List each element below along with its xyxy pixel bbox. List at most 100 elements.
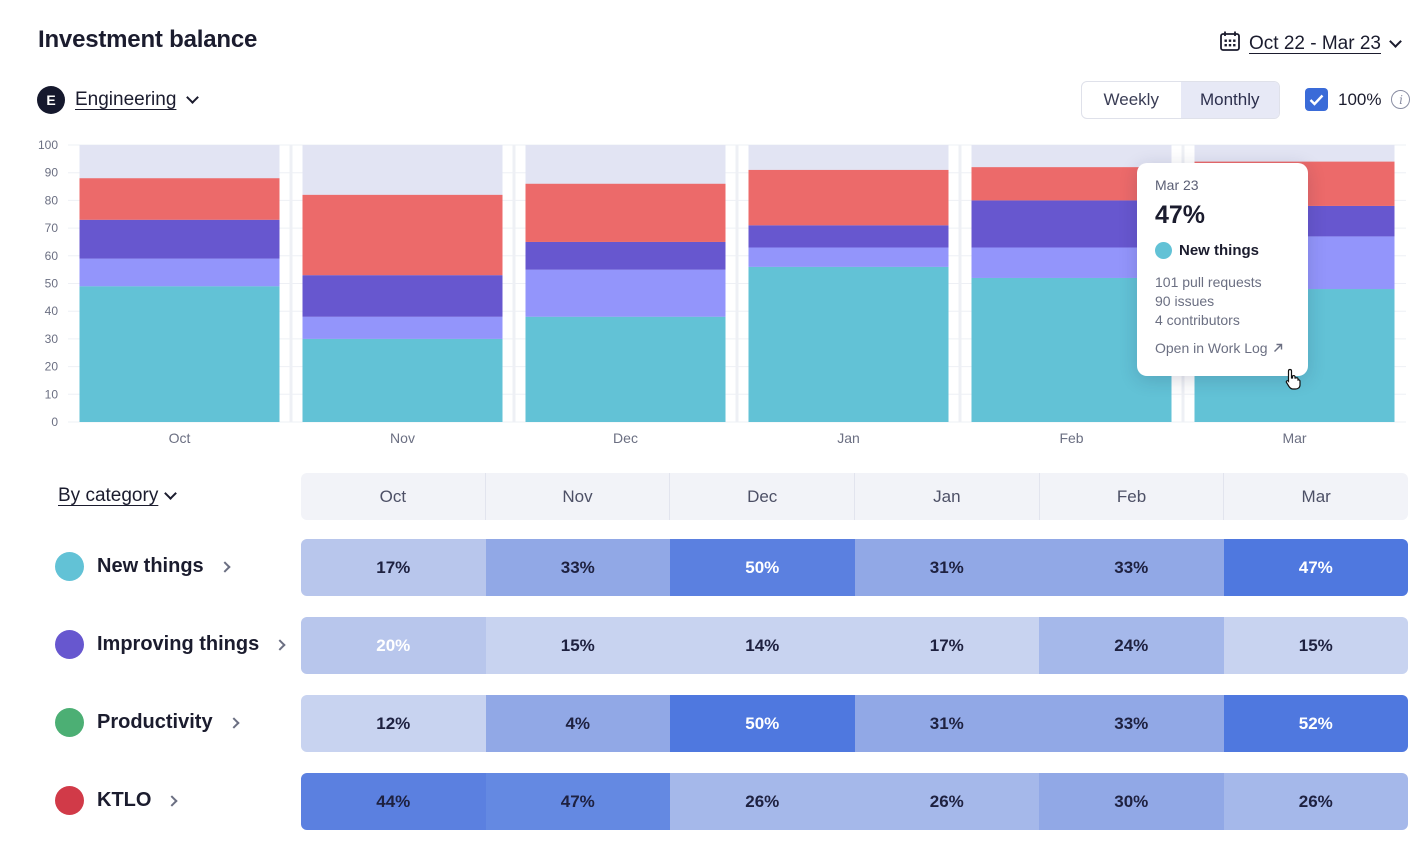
table-cell[interactable]: 15% <box>1223 617 1408 674</box>
month-header-cell: Mar <box>1223 473 1408 520</box>
table-cell[interactable]: 31% <box>854 695 1039 752</box>
table-cell[interactable]: 4% <box>485 695 670 752</box>
bar-segment-new-things <box>302 338 503 422</box>
x-tick-label: Mar <box>1282 430 1306 446</box>
chevron-right-icon <box>219 560 231 573</box>
chart-tooltip: Mar 23 47% New things 101 pull requests … <box>1137 163 1308 376</box>
month-header-cell: Dec <box>669 473 854 520</box>
table-cell[interactable]: 50% <box>670 539 855 596</box>
x-tick-label: Oct <box>169 430 191 446</box>
y-tick-label: 20 <box>45 360 59 374</box>
category-name: New things <box>97 555 204 577</box>
table-month-header: Oct Nov Dec Jan Feb Mar <box>301 473 1408 520</box>
granularity-toggle: Weekly Monthly <box>1081 81 1280 119</box>
table-cell[interactable]: 33% <box>485 539 670 596</box>
y-tick-label: 30 <box>45 332 59 346</box>
team-name: Engineering <box>75 89 177 110</box>
tooltip-stats: 101 pull requests 90 issues 4 contributo… <box>1155 273 1290 330</box>
x-tick-label: Feb <box>1059 430 1083 446</box>
table-cell[interactable]: 33% <box>1039 695 1224 752</box>
pointer-cursor-icon <box>1285 368 1301 395</box>
group-by-selector[interactable]: By category <box>58 485 178 507</box>
tooltip-series-label: New things <box>1179 242 1260 259</box>
tooltip-series: New things <box>1155 242 1290 259</box>
chevron-right-icon <box>166 794 179 807</box>
table-cell[interactable]: 50% <box>670 695 855 752</box>
open-work-log-link[interactable]: Open in Work Log <box>1155 340 1290 356</box>
percent-label: 100% <box>1338 89 1382 109</box>
y-tick-label: 70 <box>45 221 59 235</box>
table-cell[interactable]: 52% <box>1223 695 1408 752</box>
chevron-down-icon <box>186 90 200 104</box>
table-cell[interactable]: 12% <box>301 695 486 752</box>
y-tick-label: 40 <box>45 304 59 318</box>
table-cell[interactable]: 26% <box>854 773 1039 830</box>
category-dot <box>55 786 84 815</box>
category-dot <box>55 708 84 737</box>
y-tick-label: 0 <box>51 415 58 429</box>
bar-segment-improving-dark <box>748 225 949 248</box>
team-avatar: E <box>37 86 65 114</box>
y-tick-label: 10 <box>45 387 59 401</box>
table-cell[interactable]: 20% <box>301 617 486 674</box>
group-by-label: By category <box>58 485 159 506</box>
bar-segment-new-things <box>525 316 726 422</box>
table-cell[interactable]: 14% <box>670 617 855 674</box>
table-row: 12% 4% 50% 31% 33% 52% <box>301 695 1408 752</box>
x-tick-label: Dec <box>613 430 638 446</box>
table-cell[interactable]: 15% <box>485 617 670 674</box>
category-name: Improving things <box>97 633 260 655</box>
bar-segment-ktlo <box>79 178 280 220</box>
chevron-down-icon <box>164 486 178 500</box>
category-label[interactable]: Productivity <box>55 708 240 737</box>
category-dot <box>55 630 84 659</box>
info-icon[interactable]: i <box>1391 90 1411 109</box>
table-row: 20% 15% 14% 17% 24% 15% <box>301 617 1408 674</box>
table-cell[interactable]: 24% <box>1039 617 1224 674</box>
month-header-cell: Feb <box>1038 473 1224 520</box>
category-label[interactable]: KTLO <box>55 786 179 815</box>
percent-checkbox[interactable] <box>1305 88 1328 111</box>
table-cell[interactable]: 47% <box>1223 539 1408 596</box>
bar-segment-improving-dark <box>79 219 280 259</box>
y-tick-label: 100 <box>38 138 58 152</box>
tooltip-value: 47% <box>1155 201 1206 229</box>
table-cell[interactable]: 30% <box>1039 773 1224 830</box>
category-label[interactable]: Improving things <box>55 630 286 659</box>
table-cell[interactable]: 17% <box>301 539 486 596</box>
calendar-icon <box>1219 30 1241 58</box>
open-work-log-label: Open in Work Log <box>1155 340 1268 356</box>
y-tick-label: 90 <box>45 166 59 180</box>
y-tick-label: 60 <box>45 249 59 263</box>
table-cell[interactable]: 26% <box>1223 773 1408 830</box>
bar-segment-new-things <box>79 286 280 422</box>
chevron-down-icon <box>1389 34 1402 48</box>
external-link-icon <box>1273 340 1283 356</box>
monthly-option[interactable]: Monthly <box>1180 82 1279 118</box>
table-cell[interactable]: 44% <box>301 773 486 830</box>
table-cell[interactable]: 26% <box>670 773 855 830</box>
tooltip-stat-issues: 90 issues <box>1155 293 1215 309</box>
tooltip-stat-contributors: 4 contributors <box>1155 312 1240 328</box>
category-label[interactable]: New things <box>55 552 231 581</box>
table-cell[interactable]: 17% <box>854 617 1039 674</box>
table-cell[interactable]: 47% <box>485 773 670 830</box>
bar-segment-improving-light <box>302 316 503 339</box>
tooltip-date: Mar 23 <box>1155 177 1199 193</box>
y-tick-label: 50 <box>45 277 59 291</box>
category-name: Productivity <box>97 711 213 733</box>
bar-segment-improving-dark <box>302 275 503 317</box>
chevron-right-icon <box>227 716 240 729</box>
bar-segment-improving-light <box>79 258 280 287</box>
table-cell[interactable]: 31% <box>854 539 1039 596</box>
category-dot <box>55 552 84 581</box>
page-title: Investment balance <box>38 26 258 53</box>
table-cell[interactable]: 33% <box>1039 539 1224 596</box>
y-tick-label: 80 <box>45 193 59 207</box>
bar-segment-improving-light <box>748 247 949 267</box>
date-range-picker[interactable]: Oct 22 - Mar 23 <box>1219 30 1402 58</box>
x-tick-label: Jan <box>837 430 860 446</box>
weekly-option[interactable]: Weekly <box>1103 90 1159 109</box>
tooltip-series-dot <box>1155 242 1172 259</box>
team-selector[interactable]: E Engineering <box>37 86 200 114</box>
